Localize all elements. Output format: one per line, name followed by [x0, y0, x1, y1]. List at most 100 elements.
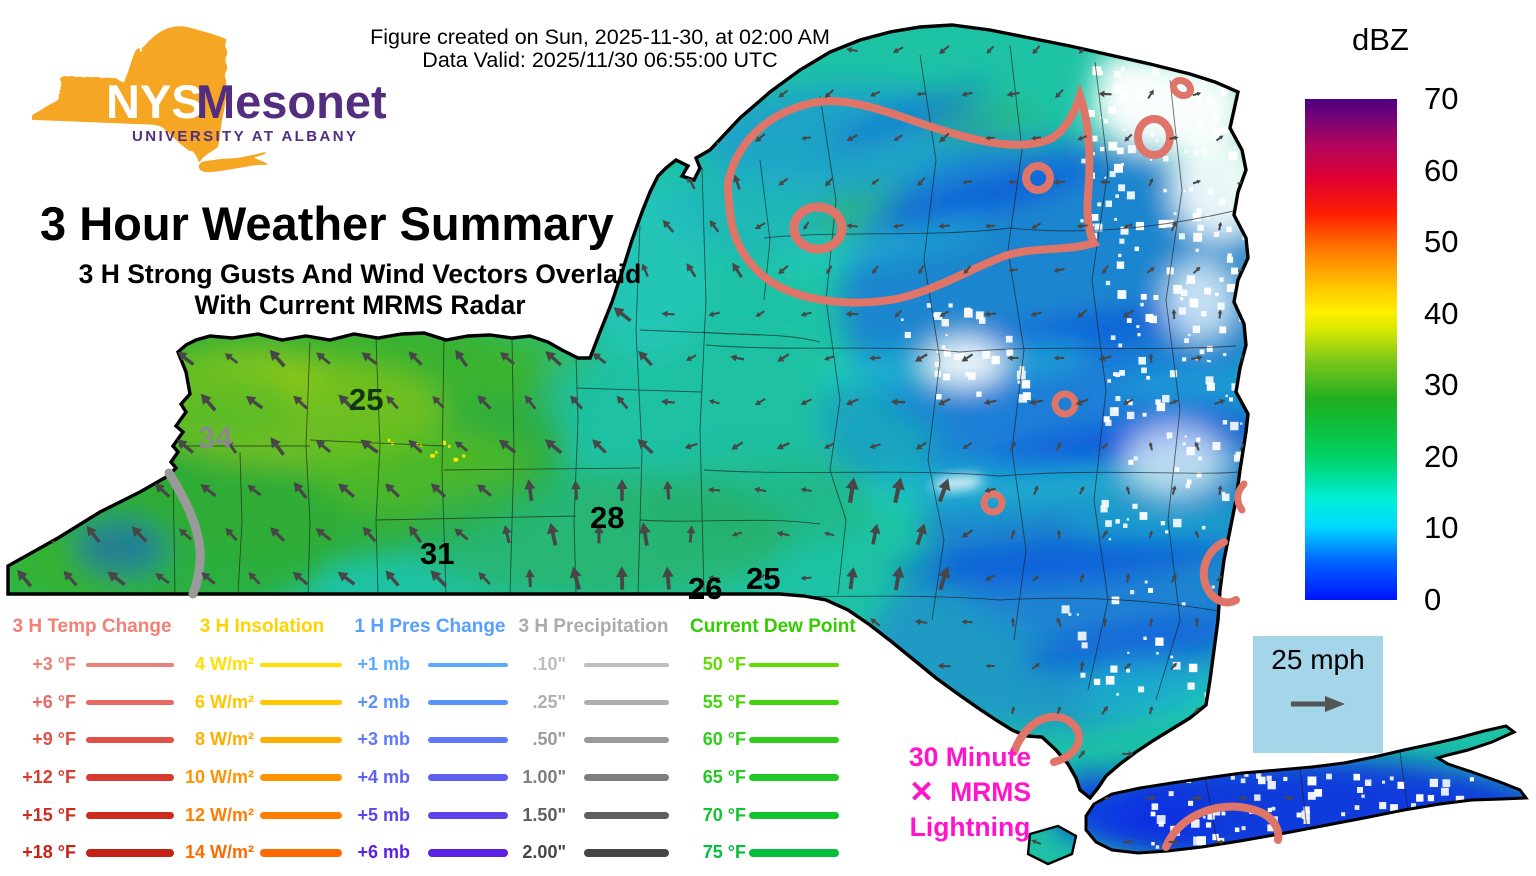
legend-row-insolation-1: 6 W/m² [182, 684, 342, 722]
legend-line-sample [428, 699, 508, 705]
legend-line-sample [749, 737, 839, 743]
wind-arrow [613, 307, 632, 323]
wind-arrow [1125, 573, 1131, 584]
wind-arrow [545, 351, 562, 367]
wind-arrow [1193, 707, 1200, 714]
wind-arrow [755, 310, 766, 317]
wind-arrow [155, 573, 170, 585]
wind-arrow [15, 307, 34, 323]
legend-row-precipitation-5: 2.00" [518, 834, 669, 872]
legend-label: +3 mb [357, 729, 410, 750]
wind-arrow [961, 529, 974, 538]
wind-arrow [731, 441, 744, 450]
colorbar-tick-labels: 70 60 50 40 30 20 10 0 [1424, 82, 1494, 622]
precip-contour [164, 468, 205, 599]
wind-arrow [572, 131, 580, 145]
wind-arrow [548, 174, 559, 191]
wind-arrow [1032, 45, 1041, 55]
wind-arrow [1053, 267, 1065, 273]
wind-arrow [454, 528, 469, 541]
wind-arrow [1264, 486, 1269, 495]
wind-arrow [1148, 530, 1154, 539]
legend-row-pres-change-3: +4 mb [352, 759, 508, 797]
legend-line-sample [86, 699, 174, 705]
legend-line-sample [584, 737, 669, 743]
wind-arrow [1011, 705, 1016, 715]
legend-label: 55 °F [702, 691, 746, 712]
wind-arrow [662, 566, 674, 590]
wind-arrow [824, 442, 835, 449]
wind-arrow [1170, 221, 1177, 232]
legend-header-insolation: 3 H Insolation [199, 616, 325, 637]
wind-arrow [1263, 397, 1269, 407]
wind-arrow [845, 477, 859, 504]
legend-row-precipitation-3: 1.00" [518, 759, 669, 797]
wind-arrow [616, 395, 629, 410]
temp-change-contours [723, 76, 1283, 851]
wind-arrow [1239, 706, 1246, 714]
wind-arrow [226, 439, 238, 454]
lightning-marker-icon: ✕ [908, 776, 935, 809]
wind-arrow [1101, 265, 1109, 275]
legend-line-sample [749, 774, 839, 781]
wind-arrow [1055, 89, 1064, 99]
legend-row-insolation-5: 14 W/m² [182, 834, 342, 872]
wind-arrow [1260, 839, 1272, 845]
wind-arrow [1168, 839, 1180, 845]
wind-arrow [1124, 45, 1133, 54]
legend-label: +9 °F [32, 729, 76, 750]
wind-arrow [776, 530, 790, 538]
wind-arrow [1122, 398, 1134, 405]
wind-arrow [939, 132, 950, 143]
wind-arrow [409, 525, 423, 544]
legend-row-pres-change-2: +3 mb [352, 721, 508, 759]
wind-arrow [500, 90, 514, 98]
wind-arrow [638, 350, 653, 367]
wind-arrow [411, 91, 420, 98]
wind-arrow [1168, 751, 1180, 758]
wind-arrow [778, 265, 789, 275]
legend-label: 12 W/m² [184, 804, 254, 825]
legend-line-sample [749, 662, 839, 667]
wind-arrow [962, 707, 972, 713]
gust-value-label-5: 25 [746, 561, 780, 596]
wind-arrow [478, 572, 491, 585]
wind-arrow [825, 176, 834, 187]
wind-arrow [1263, 220, 1269, 232]
wind-arrow [915, 441, 927, 450]
legend-line-sample [428, 811, 508, 819]
legend-row-dew-point-3: 65 °F [690, 759, 856, 797]
wind-arrow [1148, 617, 1154, 627]
wind-arrow [1169, 135, 1179, 141]
wind-arrow [892, 566, 905, 591]
wind-arrow [1171, 308, 1177, 320]
wind-arrow [892, 663, 904, 669]
wind-arrow [1217, 221, 1223, 231]
legend-row-insolation-0: 4 W/m² [182, 646, 342, 684]
logo-brand-text: Mesonet [196, 75, 387, 128]
wind-arrow [154, 483, 171, 498]
wind-arrow [777, 353, 790, 362]
wind-arrow [708, 574, 720, 581]
wind-arrow [1032, 575, 1039, 582]
legend-line-sample [584, 699, 669, 705]
wind-arrow [985, 574, 996, 581]
wind-arrow [914, 618, 928, 626]
wind-arrow [570, 395, 584, 410]
legend-line-sample [428, 774, 508, 781]
wind-arrow [87, 439, 101, 454]
legend-row-precipitation-2: .50" [518, 721, 669, 759]
wind-arrow [17, 484, 32, 497]
wind-arrow [1263, 133, 1269, 143]
wind-arrow [1101, 529, 1108, 539]
county-lines [172, 44, 1409, 847]
wind-arrow [1215, 47, 1225, 53]
legend-line-sample [428, 662, 508, 667]
wind-arrow [270, 527, 286, 542]
wind-arrow [869, 443, 881, 450]
wind-arrow [501, 175, 514, 190]
wind-arrow [638, 522, 651, 546]
wind-arrow [983, 398, 997, 406]
